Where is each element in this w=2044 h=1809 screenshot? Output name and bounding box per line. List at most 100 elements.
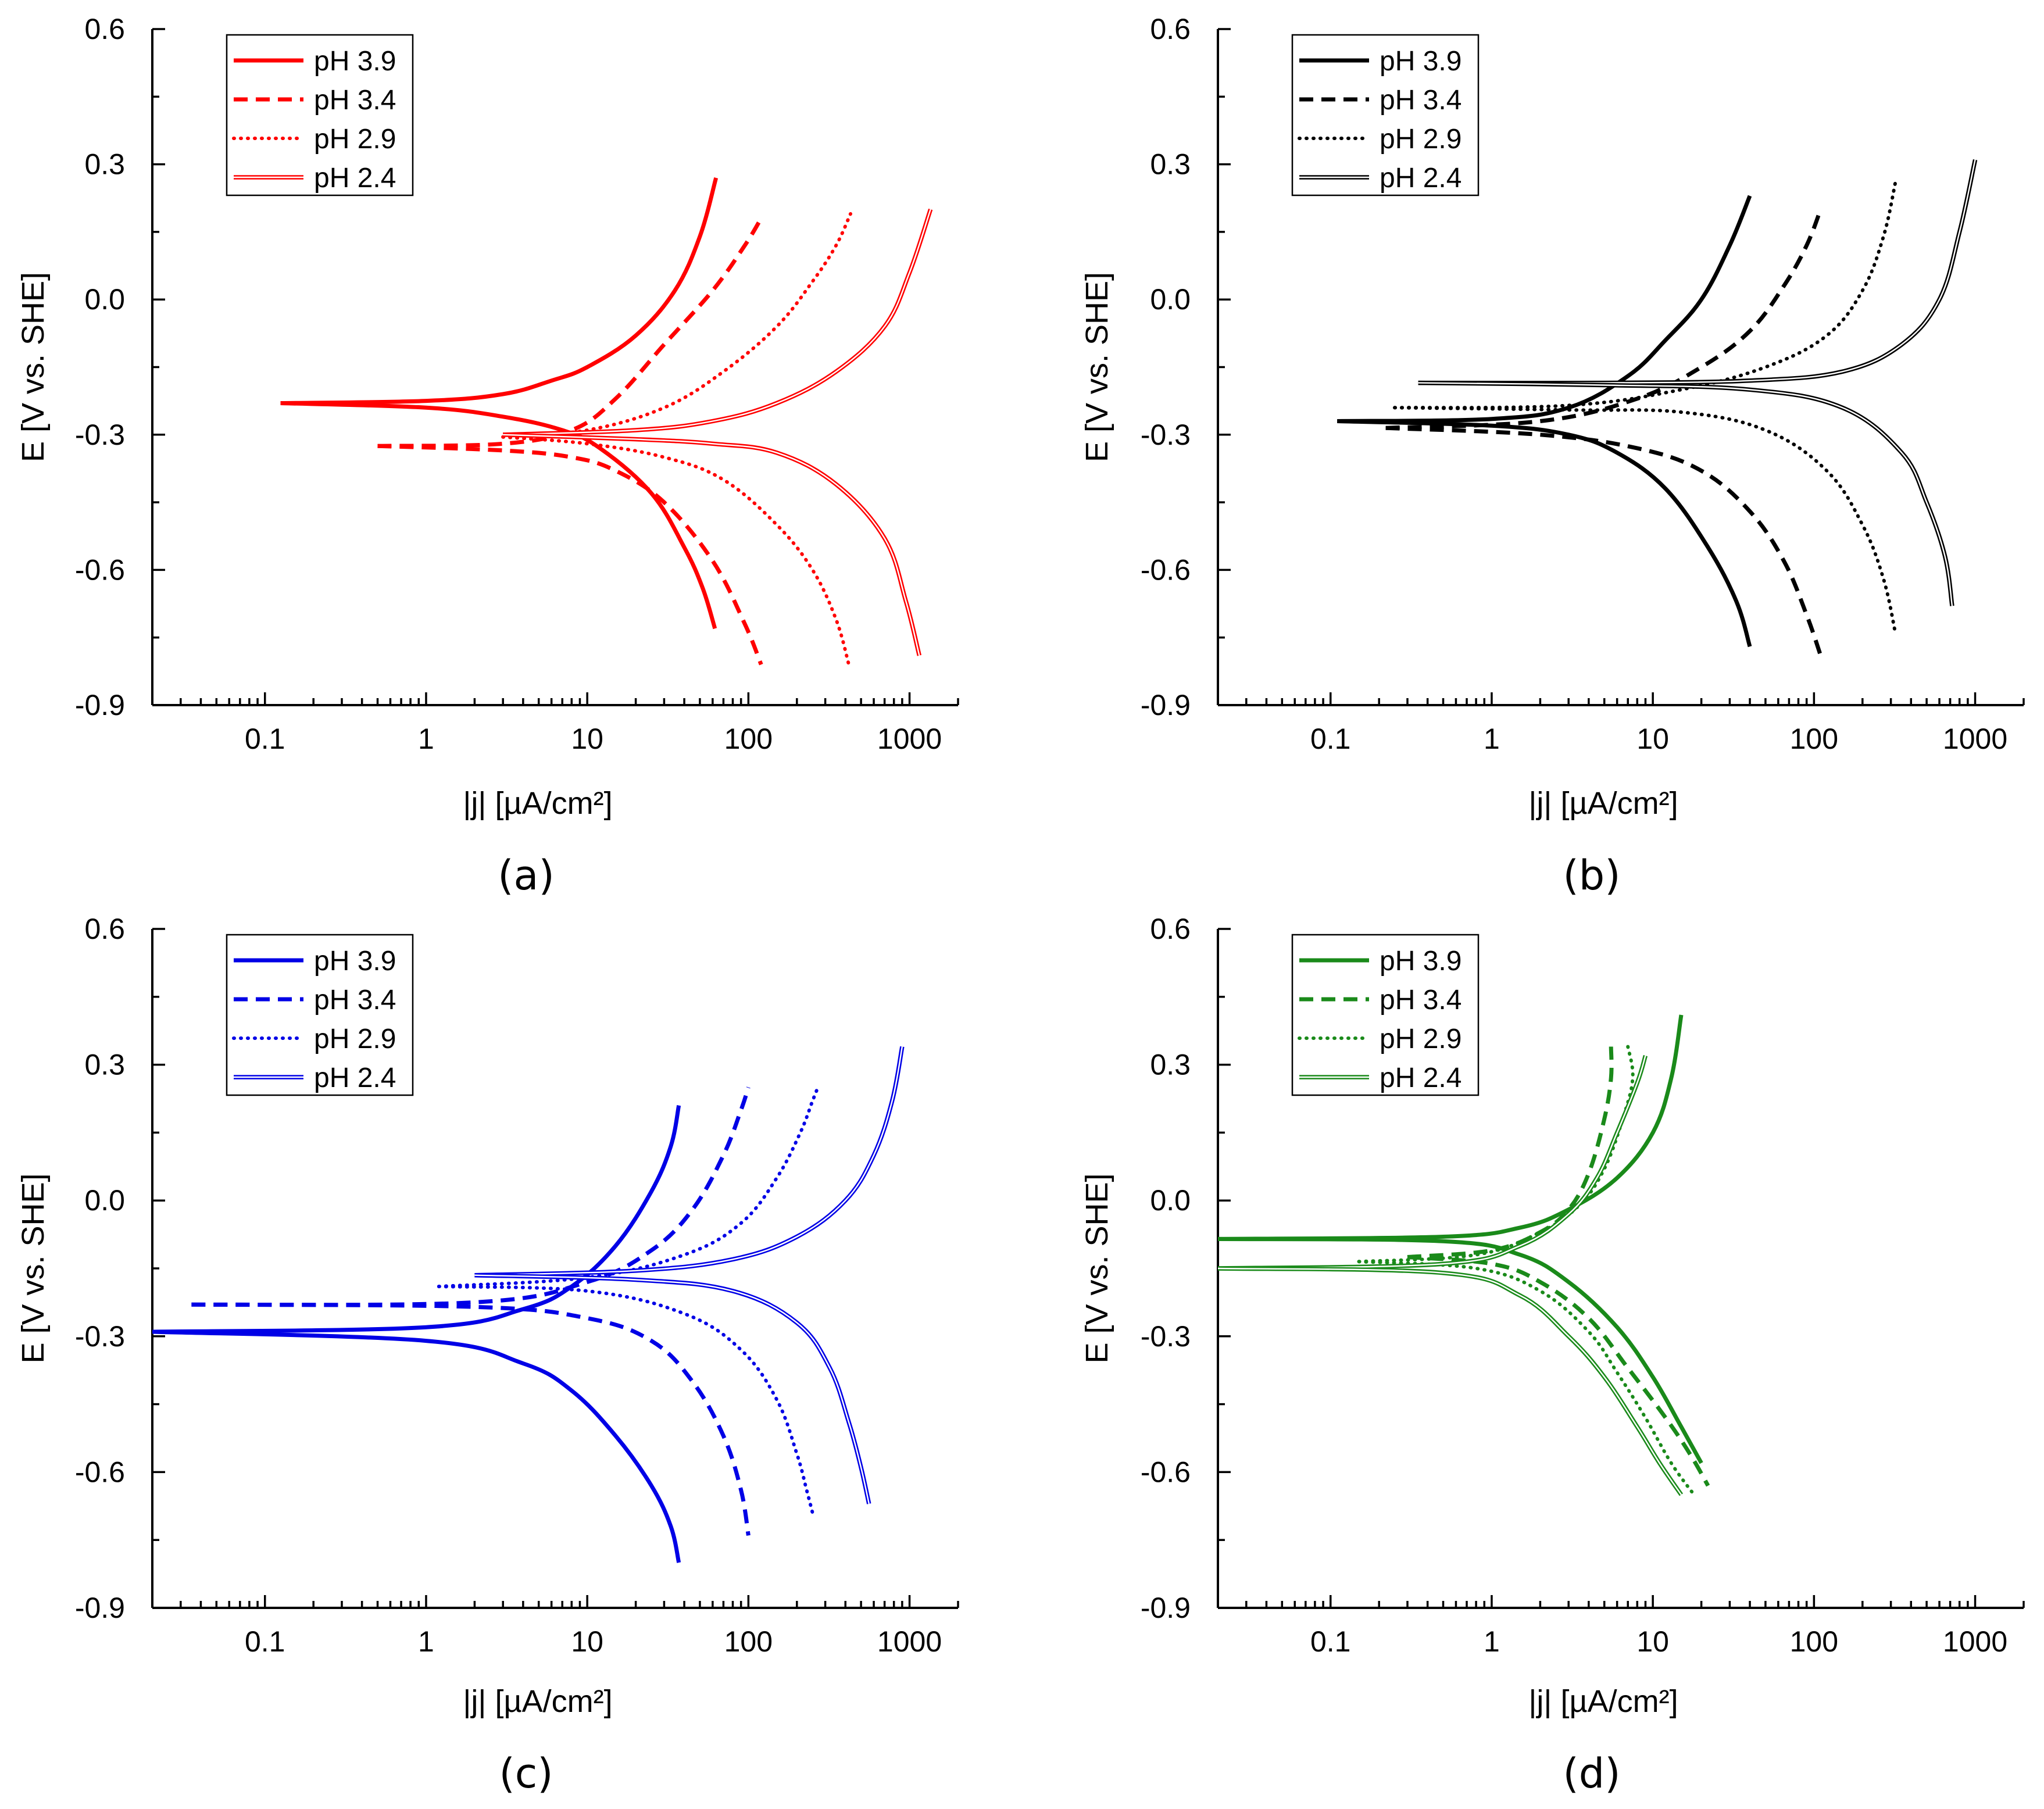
panel-label: (d): [1563, 1750, 1620, 1797]
y-tick-label: -0.6: [1141, 1456, 1191, 1488]
y-tick-label: 0.6: [1150, 913, 1191, 945]
y-tick-label: -0.3: [1141, 419, 1191, 451]
y-tick-label: 0.0: [84, 283, 125, 316]
series-pH-3_9-cathodic-branch: [1218, 1236, 1703, 1464]
x-tick-label: 100: [1790, 1625, 1838, 1658]
x-tick-label: 10: [571, 723, 603, 755]
series-pH-2_4-cathodic-branch: [1418, 380, 1954, 606]
legend-label-pH-2_9: pH 2.9: [314, 124, 396, 155]
legend: pH 3.9 pH 3.4 pH 2.9 pH 2.4: [226, 934, 414, 1096]
series-pH-2_9-anodic-branch: [1357, 1045, 1635, 1264]
y-tick-label: 0.6: [84, 13, 125, 45]
plot-area: [152, 1046, 905, 1563]
series-pH-3_9-anodic-branch: [1337, 195, 1752, 423]
legend-label-pH-3_4: pH 3.4: [314, 85, 396, 116]
series-pH-2_9-anodic-branch: [501, 212, 852, 439]
x-tick-label: 0.1: [245, 723, 285, 755]
panel-label: (b): [1563, 852, 1620, 899]
legend-label-pH-2_4: pH 2.4: [1380, 1063, 1461, 1093]
legend-label-pH-3_4: pH 3.4: [314, 985, 396, 1016]
y-tick-label: -0.3: [75, 1320, 125, 1353]
x-tick-label: 10: [1636, 723, 1669, 755]
panel-c: 0.6 0.3 0.0 -0.3 -0.6 -0.9 0.1 1 10 100 1000 |j| [µ…: [16, 913, 959, 1797]
series-pH-2_4-anodic-branch-inner: [1218, 1055, 1646, 1270]
y-axis-title: E [V vs. SHE]: [1080, 272, 1114, 462]
legend: pH 3.9 pH 3.4 pH 2.9 pH 2.4: [1291, 34, 1480, 196]
panel-b: 0.6 0.3 0.0 -0.3 -0.6 -0.9 0.1 1 10 100 1000 |j| [µ…: [1080, 13, 2025, 899]
y-tick-label: -0.9: [75, 1592, 125, 1624]
legend-label-pH-2_9: pH 2.9: [1380, 124, 1461, 155]
legend-label-pH-2_4: pH 2.4: [1380, 163, 1461, 194]
y-tick-label: -0.9: [75, 689, 125, 721]
x-tick-label: 1000: [1943, 723, 2007, 755]
x-tick-label: 0.1: [245, 1625, 285, 1658]
y-tick-label: -0.3: [75, 419, 125, 451]
y-tick-label: 0.0: [84, 1184, 125, 1217]
series-pH-3_4-anodic-branch: [377, 217, 763, 448]
x-tick-label: 1: [418, 1625, 434, 1658]
series-pH-2_9-cathodic-branch: [1357, 1260, 1696, 1497]
x-tick-label: 0.1: [1310, 1625, 1351, 1658]
x-tick-label: 100: [724, 723, 773, 755]
series-pH-3_9-anodic-branch: [152, 1105, 681, 1334]
series-pH-3_9-anodic-branch: [1218, 1014, 1684, 1241]
legend: pH 3.9 pH 3.4 pH 2.9 pH 2.4: [226, 34, 414, 196]
x-tick-label: 1000: [1943, 1625, 2007, 1658]
panel-label: (c): [499, 1750, 553, 1797]
series-pH-3_4-anodic-branch: [1407, 1046, 1614, 1259]
y-tick-label: -0.6: [75, 553, 125, 586]
series-pH-3_4-cathodic-branch: [1385, 426, 1823, 656]
series-pH-3_4-anodic-branch: [191, 1086, 751, 1307]
panel-d: 0.6 0.3 0.0 -0.3 -0.6 -0.9 0.1 1 10 100 1000 |j| [µ…: [1080, 913, 2025, 1797]
y-tick-label: 0.3: [1150, 1049, 1191, 1081]
series-pH-2_4-anodic-branch: [1418, 159, 1978, 385]
legend-label-pH-2_4: pH 2.4: [314, 163, 396, 194]
y-tick-label: 0.0: [1150, 283, 1191, 316]
series-pH-2_4-anodic-branch: [474, 1046, 905, 1278]
y-tick-label: 0.6: [84, 913, 125, 945]
x-tick-label: 1: [1484, 723, 1500, 755]
legend-label-pH-2_4: pH 2.4: [314, 1063, 396, 1093]
series-pH-3_9-cathodic-branch: [152, 1329, 681, 1563]
x-tick-label: 100: [1790, 723, 1838, 755]
series-pH-3_9-anodic-branch: [280, 177, 719, 405]
y-tick-label: 0.3: [84, 1049, 125, 1081]
y-tick-label: -0.9: [1141, 1592, 1191, 1624]
legend-label-pH-3_9: pH 3.9: [1380, 946, 1461, 977]
series-pH-2_4-cathodic-branch-inner: [1418, 382, 1953, 606]
series-pH-2_9-anodic-branch: [437, 1085, 820, 1289]
series-pH-3_9-cathodic-branch: [1337, 419, 1752, 648]
series-pH-3_4-cathodic-branch: [377, 444, 763, 666]
y-axis-title: E [V vs. SHE]: [1080, 1173, 1114, 1363]
y-tick-label: -0.3: [1141, 1320, 1191, 1353]
series-pH-3_4-anodic-branch: [1385, 208, 1823, 430]
x-tick-label: 10: [571, 1625, 603, 1658]
y-tick-label: 0.6: [1150, 13, 1191, 45]
series-pH-2_9-anodic-branch: [1393, 180, 1898, 410]
x-tick-label: 100: [724, 1625, 773, 1658]
y-tick-label: 0.3: [84, 148, 125, 181]
series-pH-2_4-anodic-branch-inner: [474, 1046, 903, 1276]
legend-label-pH-3_9: pH 3.9: [314, 46, 396, 77]
y-tick-label: 0.0: [1150, 1184, 1191, 1217]
series-pH-2_9-cathodic-branch: [1393, 406, 1898, 635]
x-axis-title: |j| [µA/cm²]: [463, 1684, 612, 1719]
y-tick-label: -0.6: [1141, 553, 1191, 586]
legend-label-pH-3_9: pH 3.9: [1380, 46, 1461, 77]
series-pH-2_4-cathodic-branch: [1218, 1266, 1684, 1496]
x-axis-title: |j| [µA/cm²]: [463, 786, 612, 821]
x-tick-label: 1: [418, 723, 434, 755]
series-pH-2_4-cathodic-branch-inner: [1218, 1267, 1682, 1495]
legend: pH 3.9 pH 3.4 pH 2.9 pH 2.4: [1291, 934, 1480, 1096]
legend-label-pH-3_4: pH 3.4: [1380, 985, 1461, 1016]
x-axis-title: |j| [µA/cm²]: [1528, 786, 1678, 821]
legend-label-pH-2_9: pH 2.9: [1380, 1024, 1461, 1054]
y-tick-label: -0.6: [75, 1456, 125, 1488]
series-pH-2_4-anodic-branch-inner: [503, 209, 931, 435]
x-tick-label: 1000: [877, 1625, 942, 1658]
legend-label-pH-3_4: pH 3.4: [1380, 85, 1461, 116]
x-tick-label: 0.1: [1310, 723, 1351, 755]
plot-area: [1218, 1014, 1710, 1497]
legend-label-pH-3_9: pH 3.9: [314, 946, 396, 977]
series-pH-3_4-cathodic-branch: [1407, 1255, 1710, 1487]
